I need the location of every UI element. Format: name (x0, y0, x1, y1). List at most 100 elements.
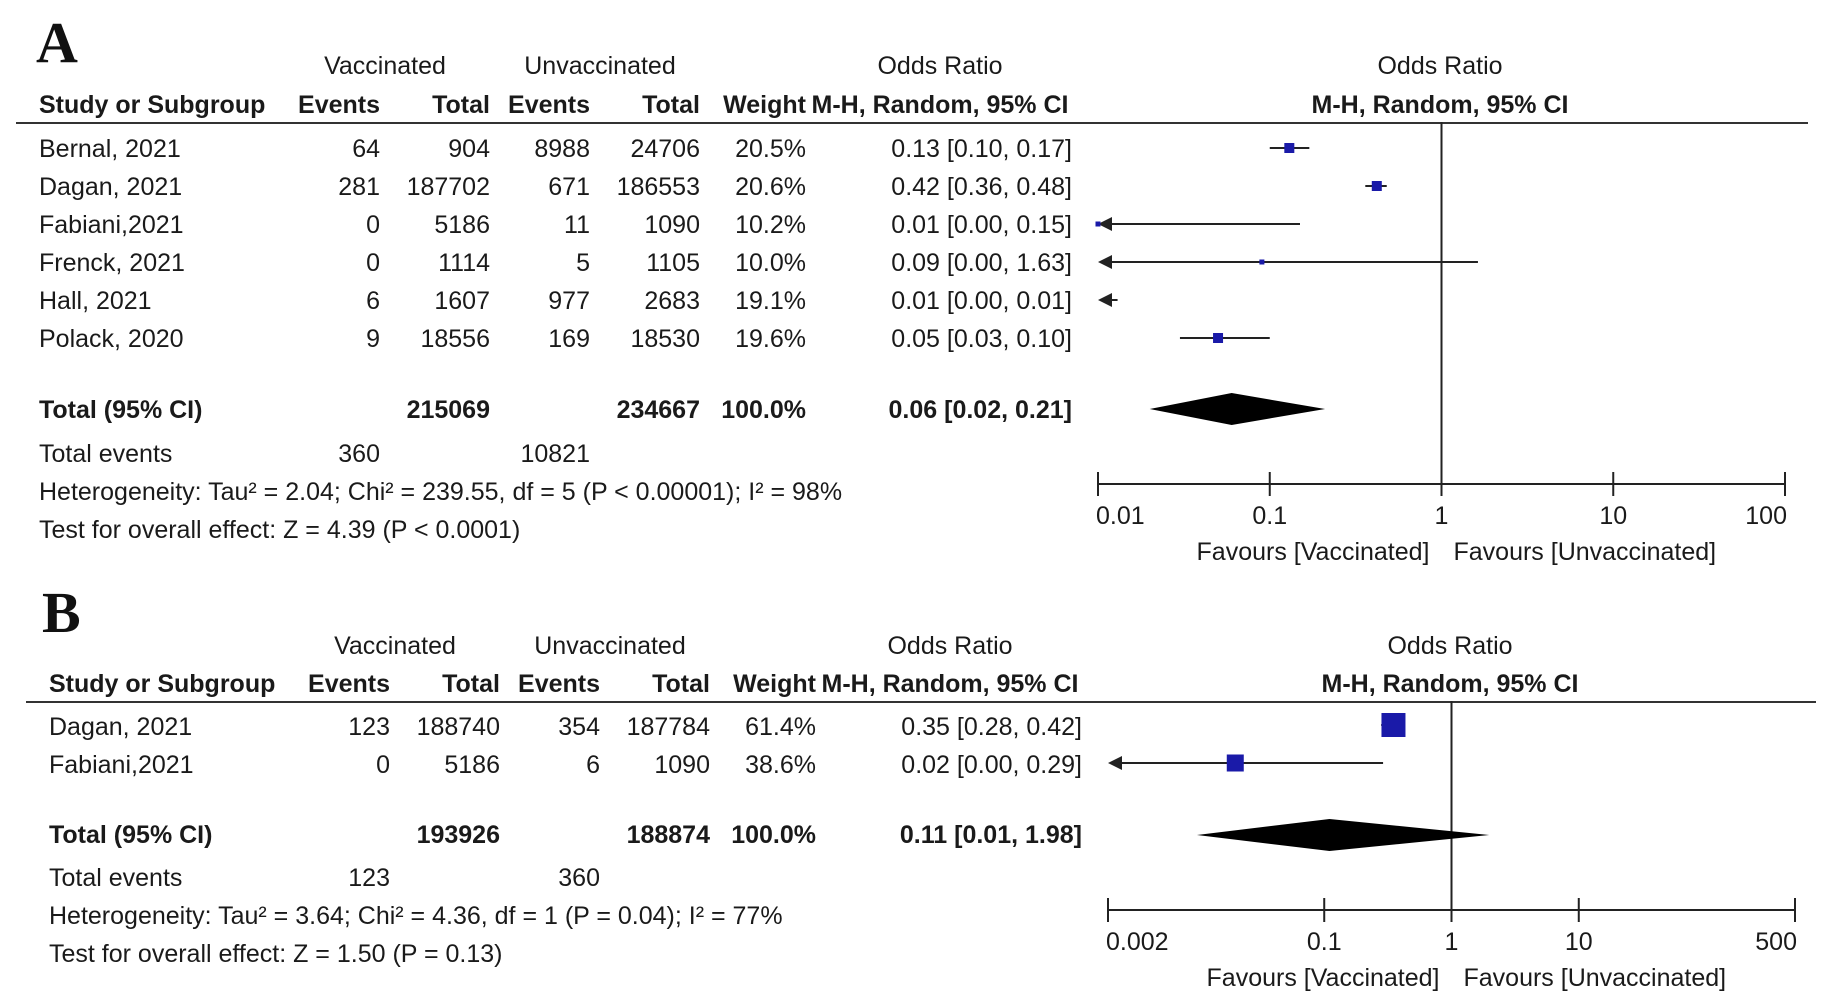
method-plot-header: M-H, Random, 95% CI (1321, 670, 1579, 698)
ci-left-arrow (1098, 293, 1112, 307)
study-name: Dagan, 2021 (39, 173, 183, 201)
unvac-events: 360 (558, 864, 600, 892)
forest-plot-a: A Vaccinated Unvaccinated Odds Ratio Odd… (16, 10, 1808, 566)
unvac-events: 11 (564, 211, 590, 239)
total-events-label: Total events (49, 864, 183, 892)
unvac-events: 8988 (534, 135, 590, 163)
or-ci-text: 0.09 [0.00, 1.63] (891, 249, 1072, 277)
study-name: Frenck, 2021 (39, 249, 185, 277)
or-ci-text: 0.11 [0.01, 1.98] (899, 821, 1082, 849)
vac-events: 281 (338, 173, 380, 201)
unvac-events: 169 (548, 325, 590, 353)
point-estimate-marker (1381, 713, 1406, 737)
study-name: Hall, 2021 (39, 287, 152, 315)
x-tick-label: 0.1 (1252, 502, 1287, 530)
or-ci-text: 0.01 [0.00, 0.01] (891, 287, 1072, 315)
x-tick-label: 0.01 (1096, 502, 1145, 530)
unvac-total: 18530 (630, 325, 700, 353)
vac-total: 215069 (406, 396, 490, 424)
total-events-label: Total events (39, 440, 173, 468)
point-estimate-marker (1226, 754, 1244, 772)
favours-right-label: Favours [Unvaccinated] (1464, 964, 1727, 992)
ci-left-arrow (1098, 255, 1112, 269)
study-column-header: Study or Subgroup (49, 670, 276, 698)
study-column-header: Study or Subgroup (39, 91, 266, 119)
unvac-events: 10821 (520, 440, 590, 468)
or-ci-text: 0.42 [0.36, 0.48] (891, 173, 1072, 201)
unvac-total: 24706 (630, 135, 700, 163)
unvac-total: 2683 (644, 287, 700, 315)
unvac-events: 977 (548, 287, 590, 315)
vac-events: 0 (366, 249, 380, 277)
forest-plot-graphic: 0.002 0.1 1 10 500 Favours [Vaccinated] Favour… (1106, 701, 1797, 992)
or-ci-text: 0.06 [0.02, 0.21] (888, 396, 1072, 424)
study-name: Polack, 2020 (39, 325, 184, 353)
point-estimate-marker (1213, 333, 1224, 343)
weight: 19.1% (735, 287, 806, 315)
point-estimate-marker (1095, 221, 1101, 227)
study-name: Fabiani,2021 (49, 751, 194, 779)
total-label: Total (95% CI) (39, 396, 203, 424)
vac-events-header: Events (308, 670, 390, 698)
study-name: Dagan, 2021 (49, 713, 193, 741)
vaccinated-group-header: Vaccinated (324, 52, 446, 80)
heterogeneity-text: Heterogeneity: Tau² = 2.04; Chi² = 239.5… (39, 478, 843, 506)
unvac-events-header: Events (518, 670, 600, 698)
unvaccinated-group-header: Unvaccinated (534, 632, 686, 660)
study-name: Fabiani,2021 (39, 211, 184, 239)
vac-total: 5186 (434, 211, 490, 239)
pooled-diamond (1196, 819, 1490, 851)
x-tick-label: 0.1 (1307, 928, 1342, 956)
favours-right-label: Favours [Unvaccinated] (1454, 538, 1717, 566)
vac-total: 18556 (420, 325, 490, 353)
panel-label: A (36, 10, 78, 75)
weight: 20.5% (735, 135, 806, 163)
vac-events: 0 (366, 211, 380, 239)
total-label: Total (95% CI) (49, 821, 213, 849)
weight: 10.2% (735, 211, 806, 239)
x-tick-label: 10 (1565, 928, 1593, 956)
forest-plot-b: B Vaccinated Unvaccinated Odds Ratio Odd… (0, 580, 1824, 1000)
favours-left-label: Favours [Vaccinated] (1207, 964, 1440, 992)
unvaccinated-group-header: Unvaccinated (524, 52, 676, 80)
vac-events: 123 (348, 713, 390, 741)
ci-left-arrow (1108, 756, 1122, 770)
vac-total: 1607 (434, 287, 490, 315)
weight: 20.6% (735, 173, 806, 201)
ci-left-arrow (1098, 217, 1112, 231)
vac-total: 188740 (416, 713, 500, 741)
odds-ratio-header: Odds Ratio (877, 52, 1003, 80)
weight: 19.6% (735, 325, 806, 353)
vac-total-header: Total (432, 91, 490, 119)
method-header: M-H, Random, 95% CI (811, 91, 1069, 119)
header-rule (26, 701, 1816, 703)
unvac-events: 5 (576, 249, 590, 277)
point-estimate-marker (1284, 143, 1295, 153)
unvac-total: 188874 (626, 821, 710, 849)
vac-total: 187702 (406, 173, 490, 201)
vac-events: 9 (366, 325, 380, 353)
x-tick-label: 1 (1435, 502, 1449, 530)
x-tick-label: 500 (1755, 928, 1797, 956)
vac-events: 360 (338, 440, 380, 468)
weight-header: Weight (733, 670, 816, 698)
vac-events: 64 (352, 135, 380, 163)
odds-ratio-header: Odds Ratio (887, 632, 1013, 660)
unvac-events: 6 (586, 751, 600, 779)
unvac-total: 1090 (644, 211, 700, 239)
study-name: Bernal, 2021 (39, 135, 181, 163)
forest-plot-graphic: 0.01 0.1 1 10 100 Favours [Vaccinated] Favours… (1095, 122, 1787, 566)
x-tick-label: 10 (1599, 502, 1627, 530)
x-tick-label: 1 (1445, 928, 1459, 956)
unvac-total-header: Total (642, 91, 700, 119)
unvac-total: 186553 (616, 173, 700, 201)
unvac-events: 671 (548, 173, 590, 201)
unvac-events: 354 (558, 713, 600, 741)
vac-total: 1114 (438, 249, 490, 277)
vac-events: 0 (376, 751, 390, 779)
unvac-total: 234667 (616, 396, 700, 424)
or-ci-text: 0.01 [0.00, 0.15] (891, 211, 1072, 239)
vac-events-header: Events (298, 91, 380, 119)
unvac-total: 187784 (626, 713, 710, 741)
point-estimate-marker (1371, 181, 1382, 191)
